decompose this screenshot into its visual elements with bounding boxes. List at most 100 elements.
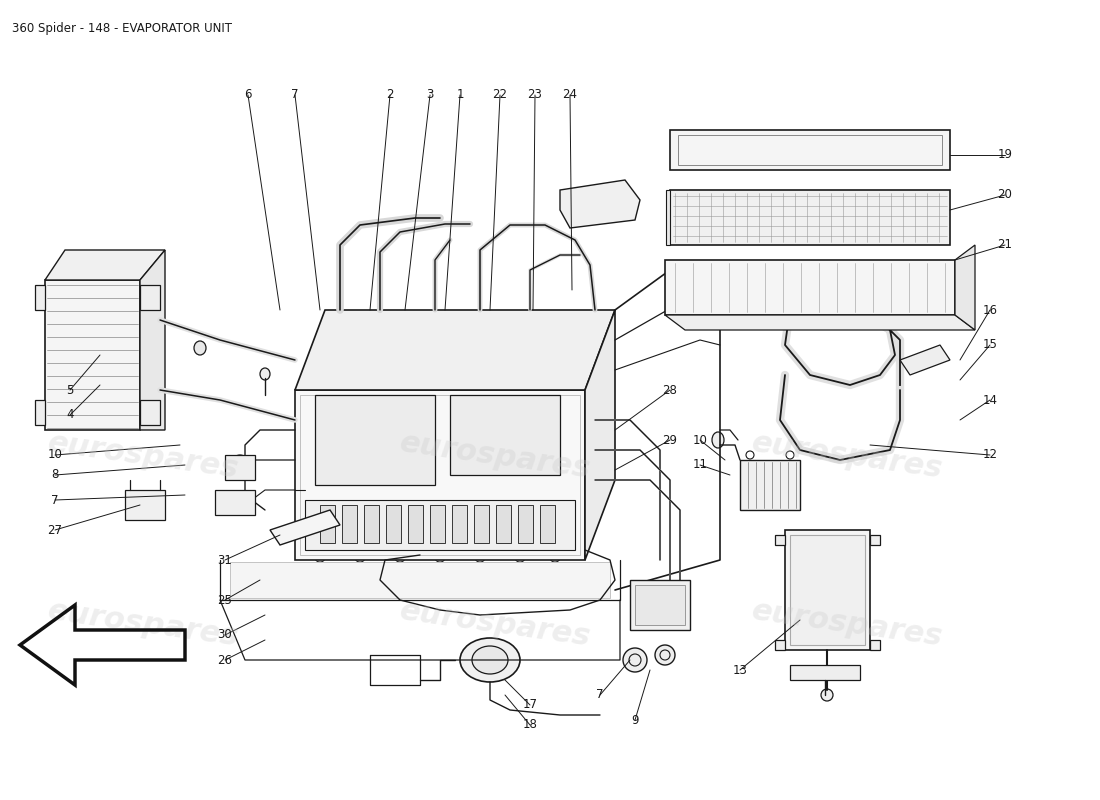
Polygon shape — [790, 535, 865, 645]
Polygon shape — [270, 510, 340, 545]
Text: 14: 14 — [982, 394, 998, 406]
Polygon shape — [35, 400, 45, 425]
Polygon shape — [776, 640, 785, 650]
Ellipse shape — [515, 554, 525, 562]
Text: 1: 1 — [456, 89, 464, 102]
Text: eurospares: eurospares — [397, 596, 593, 652]
Polygon shape — [630, 580, 690, 630]
Polygon shape — [790, 665, 860, 680]
Polygon shape — [900, 345, 950, 375]
Polygon shape — [670, 190, 950, 245]
Text: 21: 21 — [998, 238, 1012, 251]
Text: 7: 7 — [292, 89, 299, 102]
Text: 16: 16 — [982, 303, 998, 317]
Ellipse shape — [623, 648, 647, 672]
Ellipse shape — [654, 645, 675, 665]
Ellipse shape — [315, 554, 324, 562]
Text: eurospares: eurospares — [45, 428, 241, 484]
Text: 20: 20 — [998, 189, 1012, 202]
Ellipse shape — [605, 194, 615, 204]
Ellipse shape — [821, 689, 833, 701]
Text: eurospares: eurospares — [45, 596, 241, 652]
Ellipse shape — [230, 455, 250, 479]
Polygon shape — [226, 455, 255, 480]
Polygon shape — [295, 310, 615, 390]
Bar — [540, 505, 556, 543]
Text: 30: 30 — [218, 629, 232, 642]
Polygon shape — [670, 130, 950, 170]
Ellipse shape — [918, 352, 931, 364]
Ellipse shape — [460, 638, 520, 682]
Ellipse shape — [871, 641, 879, 649]
Text: 29: 29 — [662, 434, 678, 446]
Ellipse shape — [776, 641, 784, 649]
Bar — [300, 395, 580, 555]
Polygon shape — [35, 285, 45, 310]
Text: 28: 28 — [662, 383, 678, 397]
Bar — [678, 135, 942, 165]
Text: 18: 18 — [522, 718, 538, 731]
Ellipse shape — [150, 494, 156, 500]
Polygon shape — [45, 280, 140, 430]
Ellipse shape — [130, 494, 136, 500]
Ellipse shape — [150, 509, 156, 515]
Ellipse shape — [130, 509, 136, 515]
Polygon shape — [870, 535, 880, 545]
Text: 10: 10 — [693, 434, 707, 446]
Text: 360 Spider - 148 - EVAPORATOR UNIT: 360 Spider - 148 - EVAPORATOR UNIT — [12, 22, 232, 35]
Polygon shape — [666, 260, 955, 315]
Ellipse shape — [472, 646, 508, 674]
Ellipse shape — [621, 191, 632, 201]
Ellipse shape — [588, 197, 598, 207]
Text: 31: 31 — [218, 554, 232, 566]
Bar — [320, 505, 336, 543]
Text: 23: 23 — [528, 89, 542, 102]
Polygon shape — [635, 585, 685, 625]
Polygon shape — [955, 245, 975, 330]
Text: 26: 26 — [218, 654, 232, 666]
Text: 24: 24 — [562, 89, 578, 102]
Bar — [305, 500, 575, 550]
Text: 11: 11 — [693, 458, 707, 471]
Polygon shape — [560, 180, 640, 228]
Text: 27: 27 — [47, 523, 63, 537]
Bar — [342, 505, 358, 543]
Text: 10: 10 — [47, 449, 63, 462]
Text: 13: 13 — [733, 663, 747, 677]
Ellipse shape — [194, 341, 206, 355]
Ellipse shape — [355, 554, 365, 562]
Text: 22: 22 — [493, 89, 507, 102]
Text: 6: 6 — [244, 89, 252, 102]
Polygon shape — [585, 310, 615, 560]
Bar — [364, 505, 380, 543]
Bar — [430, 505, 446, 543]
Polygon shape — [140, 250, 165, 430]
Bar — [452, 505, 468, 543]
Text: eurospares: eurospares — [749, 596, 945, 652]
Bar — [230, 562, 610, 598]
Polygon shape — [870, 640, 880, 650]
Ellipse shape — [222, 492, 246, 512]
Polygon shape — [214, 490, 255, 515]
Text: 19: 19 — [998, 149, 1012, 162]
Polygon shape — [666, 315, 975, 330]
Ellipse shape — [140, 494, 146, 500]
Text: 3: 3 — [427, 89, 433, 102]
Polygon shape — [740, 460, 800, 510]
Polygon shape — [125, 490, 165, 520]
Polygon shape — [140, 400, 159, 425]
Bar — [408, 505, 424, 543]
Ellipse shape — [776, 536, 784, 544]
Ellipse shape — [871, 536, 879, 544]
Bar — [518, 505, 534, 543]
Bar — [386, 505, 402, 543]
Text: 25: 25 — [218, 594, 232, 606]
Bar — [474, 505, 490, 543]
Bar — [450, 395, 560, 475]
Polygon shape — [45, 250, 165, 280]
Polygon shape — [295, 390, 585, 560]
Text: eurospares: eurospares — [397, 428, 593, 484]
Text: 7: 7 — [52, 494, 58, 506]
Text: 12: 12 — [982, 449, 998, 462]
Ellipse shape — [260, 368, 270, 380]
